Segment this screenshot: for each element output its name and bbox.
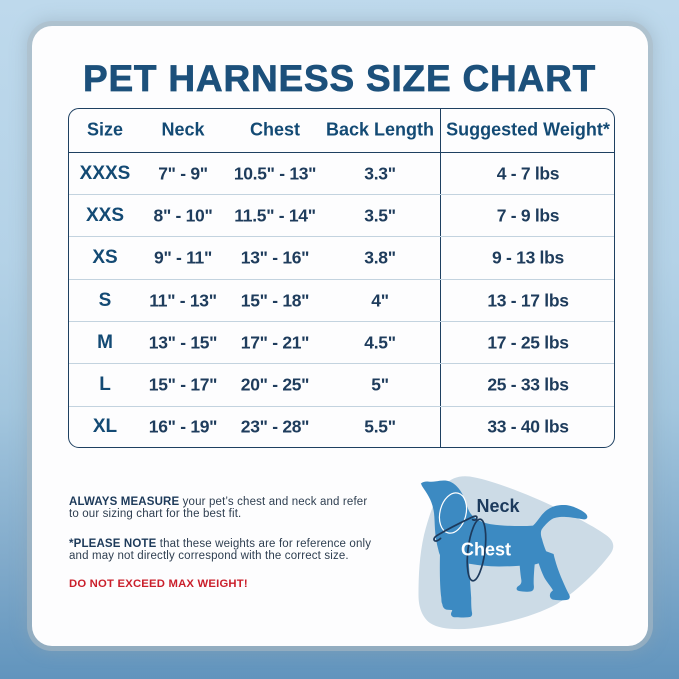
svg-text:Neck: Neck <box>476 496 520 516</box>
svg-text:Chest: Chest <box>461 540 511 560</box>
